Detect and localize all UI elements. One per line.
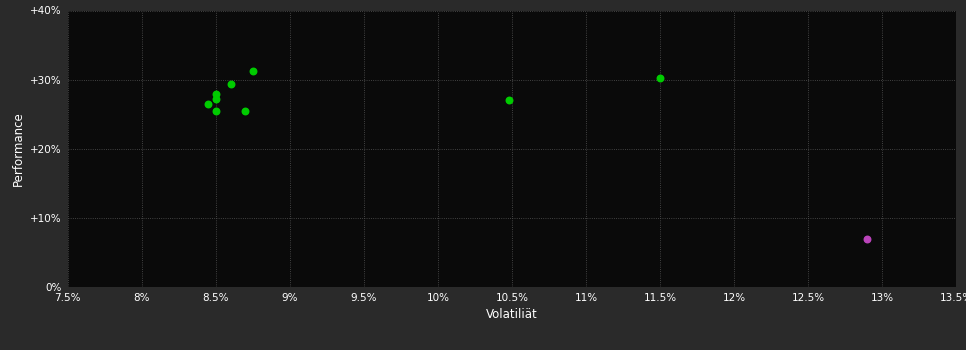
Point xyxy=(208,108,223,114)
Point xyxy=(201,101,216,107)
Point xyxy=(223,82,239,87)
Point xyxy=(860,236,875,241)
Point xyxy=(501,98,517,103)
Point xyxy=(238,108,253,114)
Point xyxy=(208,96,223,102)
Point xyxy=(652,76,668,81)
X-axis label: Volatiliät: Volatiliät xyxy=(486,308,538,321)
Point xyxy=(208,91,223,97)
Point xyxy=(245,69,261,74)
Y-axis label: Performance: Performance xyxy=(12,111,25,186)
